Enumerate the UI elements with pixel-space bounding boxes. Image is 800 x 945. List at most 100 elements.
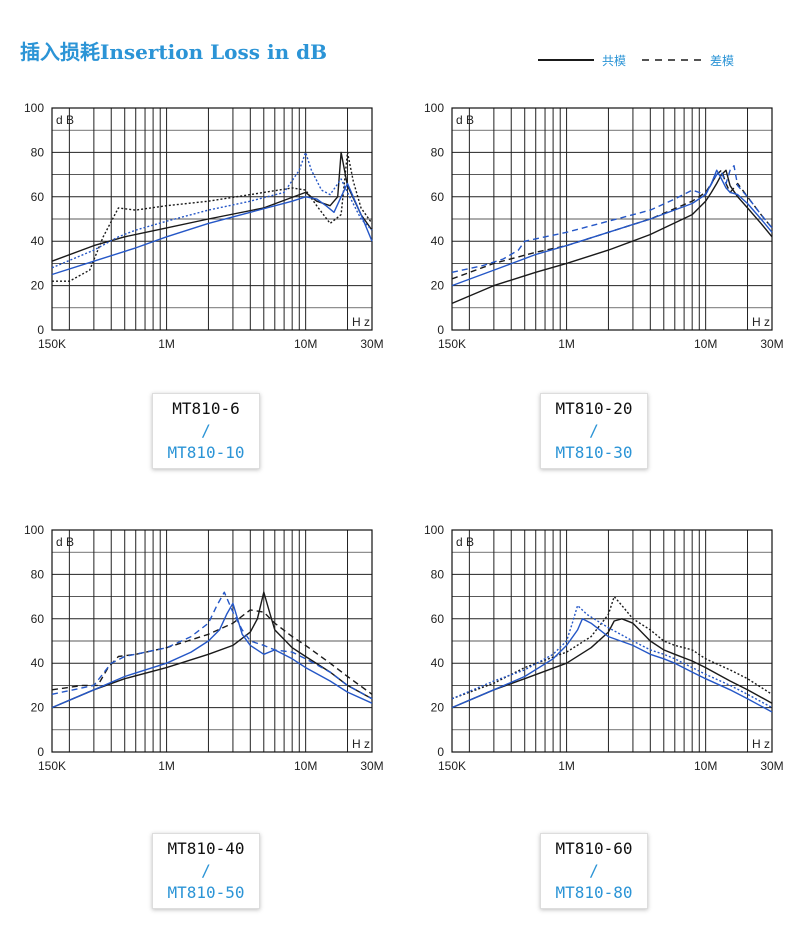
series-line-blue-solid — [51, 182, 373, 276]
x-tick-label: 10M — [694, 759, 717, 773]
y-axis-label: d B — [456, 113, 474, 127]
y-tick-label: 60 — [31, 190, 45, 204]
model-name-primary: MT810-6 — [172, 399, 240, 418]
series-line-black-dashed — [451, 169, 773, 280]
y-tick-label: 20 — [31, 279, 45, 293]
x-tick-label: 150K — [438, 759, 466, 773]
model-name-secondary: MT810-80 — [555, 883, 633, 902]
y-tick-label: 20 — [31, 701, 45, 715]
model-name-primary: MT810-60 — [555, 839, 633, 858]
series-line-black-solid — [451, 618, 773, 709]
x-tick-label: 1M — [158, 759, 175, 773]
chart-mt810-60-80: 0 20 40 60 80 100 150K 1M 10M 30M d B H z — [400, 518, 800, 782]
y-axis-label: d B — [56, 113, 74, 127]
model-box-4: MT810-60 / MT810-80 — [540, 833, 648, 909]
y-tick-label: 0 — [37, 323, 44, 337]
series-line-blue-solid — [451, 169, 773, 287]
plot-frame — [451, 107, 773, 331]
series-line-blue-solid — [451, 618, 773, 713]
model-box-1: MT810-6 / MT810-10 — [152, 393, 260, 469]
y-tick-label: 0 — [37, 745, 44, 759]
model-name-secondary: MT810-10 — [167, 443, 245, 462]
y-tick-label: 60 — [431, 612, 445, 626]
model-name-secondary: MT810-30 — [555, 443, 633, 462]
insertion-loss-chart: 0 20 40 60 80 100 150K 1M 10M 30M d B H z — [424, 523, 784, 773]
chart-mt810-20-30: 0 20 40 60 80 100 150K 1M 10M 30M d B H z — [400, 96, 800, 360]
x-tick-label: 30M — [360, 759, 383, 773]
y-axis-label: d B — [456, 535, 474, 549]
insertion-loss-chart: 0 20 40 60 80 100 150K 1M 10M 30M d B H z — [24, 523, 384, 773]
y-tick-label: 100 — [24, 101, 44, 115]
series-line-blue-solid — [51, 602, 373, 709]
plot-frame — [451, 529, 773, 753]
x-tick-label: 150K — [438, 337, 466, 351]
x-tick-label: 30M — [760, 337, 783, 351]
y-tick-label: 40 — [31, 656, 45, 670]
x-tick-label: 1M — [158, 337, 175, 351]
x-tick-label: 10M — [694, 337, 717, 351]
y-tick-label: 80 — [31, 567, 45, 581]
x-tick-label: 1M — [558, 759, 575, 773]
model-name-primary: MT810-40 — [167, 839, 245, 858]
y-tick-label: 60 — [31, 612, 45, 626]
plot-frame — [51, 107, 373, 331]
legend-swatches — [538, 59, 702, 61]
y-axis-label: d B — [56, 535, 74, 549]
series-line-black-solid — [51, 591, 373, 709]
series-line-blue-dashed — [51, 591, 373, 700]
legend: 共模 差模 — [538, 52, 778, 70]
y-tick-label: 60 — [431, 190, 445, 204]
y-tick-label: 100 — [24, 523, 44, 537]
y-tick-label: 80 — [431, 145, 445, 159]
page-title: 插入损耗Insertion Loss in dB — [20, 40, 327, 64]
model-separator: / — [201, 861, 211, 880]
x-axis-label: H z — [752, 315, 770, 329]
x-tick-label: 30M — [360, 337, 383, 351]
insertion-loss-chart: 0 20 40 60 80 100 150K 1M 10M 30M d B H z — [424, 101, 784, 351]
model-box-3: MT810-40 / MT810-50 — [152, 833, 260, 909]
series-line-blue-dotted — [451, 604, 773, 709]
legend-differential-mode-label: 差模 — [710, 54, 735, 68]
y-tick-label: 100 — [424, 101, 444, 115]
series-line-blue-dotted — [51, 151, 373, 269]
series-line-black-dashed — [51, 609, 373, 695]
x-tick-label: 10M — [294, 759, 317, 773]
grid — [451, 107, 773, 331]
x-axis-label: H z — [752, 737, 770, 751]
x-tick-label: 10M — [294, 337, 317, 351]
grid — [51, 107, 373, 331]
grid — [451, 529, 773, 753]
legend-common-mode-label: 共模 — [602, 54, 627, 68]
y-tick-label: 80 — [31, 145, 45, 159]
model-separator: / — [201, 421, 211, 440]
model-name-primary: MT810-20 — [555, 399, 633, 418]
grid — [51, 529, 373, 753]
model-separator: / — [589, 861, 599, 880]
x-tick-label: 150K — [38, 337, 66, 351]
y-tick-label: 100 — [424, 523, 444, 537]
model-separator: / — [589, 421, 599, 440]
y-tick-label: 0 — [437, 745, 444, 759]
y-tick-label: 20 — [431, 279, 445, 293]
series-line-black-solid — [451, 169, 773, 305]
y-tick-label: 40 — [31, 234, 45, 248]
chart-mt810-6-10: 0 20 40 60 80 100 150K 1M 10M 30M d B H z — [0, 96, 400, 360]
y-tick-label: 20 — [431, 701, 445, 715]
model-box-2: MT810-20 / MT810-30 — [540, 393, 648, 469]
y-tick-label: 40 — [431, 234, 445, 248]
y-tick-label: 0 — [437, 323, 444, 337]
plot-frame — [51, 529, 373, 753]
model-name-secondary: MT810-50 — [167, 883, 245, 902]
series-line-black-dotted — [451, 595, 773, 700]
x-tick-label: 30M — [760, 759, 783, 773]
x-axis-label: H z — [352, 315, 370, 329]
y-tick-label: 40 — [431, 656, 445, 670]
insertion-loss-chart: 0 20 40 60 80 100 150K 1M 10M 30M d B H z — [24, 101, 384, 351]
x-axis-label: H z — [352, 737, 370, 751]
x-tick-label: 150K — [38, 759, 66, 773]
series-line-blue-dashed — [451, 164, 773, 273]
series-line-black-solid — [51, 151, 373, 262]
x-tick-label: 1M — [558, 337, 575, 351]
series-line-black-dotted — [52, 151, 373, 282]
chart-mt810-40-50: 0 20 40 60 80 100 150K 1M 10M 30M d B H z — [0, 518, 400, 782]
